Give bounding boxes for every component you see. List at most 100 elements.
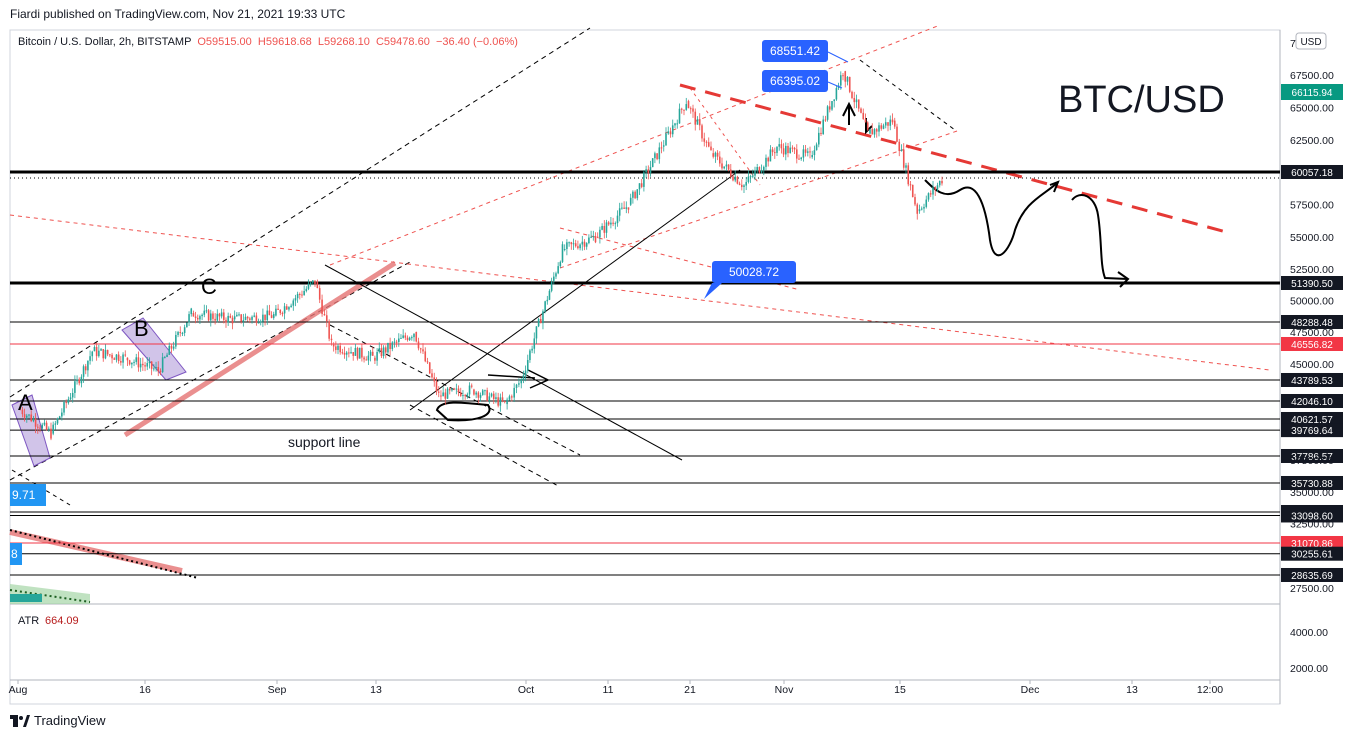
candle-body <box>522 375 525 380</box>
candle-body <box>128 360 131 365</box>
candle-body <box>301 294 303 296</box>
footer-brand[interactable]: TradingView <box>10 713 106 728</box>
candle-body <box>339 345 341 353</box>
candle-body <box>337 345 339 350</box>
candle-body <box>148 361 151 364</box>
price-tick-label: 45000.00 <box>1290 359 1334 371</box>
atr-tick-label: 4000.00 <box>1290 627 1328 639</box>
current-price-tag <box>1281 84 1343 100</box>
candle-body <box>732 176 734 181</box>
candle-body <box>186 322 188 328</box>
candle-body <box>277 308 279 310</box>
candle-body <box>730 169 732 177</box>
projection-path-1 <box>924 179 1059 257</box>
candle-body <box>50 428 52 439</box>
candle-body <box>508 396 511 400</box>
candle-body <box>462 395 464 397</box>
partial-left-tag <box>10 594 42 602</box>
candle-body <box>264 314 266 321</box>
level-price-tag <box>1281 508 1343 523</box>
candle-body <box>873 129 876 135</box>
candle-body <box>813 150 816 156</box>
candle-body <box>80 376 83 384</box>
candle-body <box>603 225 606 233</box>
candle-body <box>194 316 197 318</box>
candle-body <box>348 352 350 354</box>
candle-body <box>442 392 444 397</box>
candle-body <box>499 397 502 406</box>
candle-body <box>710 146 712 150</box>
candle-body <box>144 365 146 367</box>
candle-body <box>87 360 89 371</box>
candle-body <box>270 315 273 318</box>
level-price-tag <box>1281 336 1343 351</box>
time-tick-label: 21 <box>684 684 696 696</box>
candle-body <box>330 338 333 341</box>
candle-body <box>231 317 234 324</box>
candle-body <box>656 153 658 160</box>
candle-body <box>205 310 208 312</box>
candle-body <box>23 414 26 418</box>
candle-body <box>19 407 21 410</box>
candle-body <box>920 208 923 210</box>
level-price-label: 30255.61 <box>1291 550 1333 561</box>
currency-badge-box[interactable] <box>1295 32 1327 50</box>
price-tick-label: 35000.00 <box>1290 487 1334 499</box>
candle-body <box>475 392 477 395</box>
dotted-line-bottom <box>9 529 199 579</box>
candle-body <box>236 314 238 317</box>
candle-body <box>225 319 227 323</box>
symbol-info: Bitcoin / U.S. Dollar, 2h, BITSTAMP O595… <box>18 36 518 48</box>
candle-body <box>350 352 352 354</box>
price-tick-label: 57500.00 <box>1290 200 1334 212</box>
candle-body <box>524 370 527 376</box>
candle-body <box>305 288 308 291</box>
candle-body <box>842 75 844 77</box>
price-callout-box[interactable] <box>712 261 796 283</box>
level-price-label: 48288.48 <box>1291 318 1333 329</box>
candle-body <box>674 123 676 126</box>
candle-body <box>791 147 794 149</box>
price-callout-label: 68551.42 <box>770 44 820 58</box>
candle-body <box>495 397 497 400</box>
candle-body <box>793 147 796 150</box>
candle-body <box>290 305 292 308</box>
red-channel-upper <box>329 24 941 266</box>
candle-body <box>577 246 579 249</box>
level-price-label: 35730.88 <box>1291 479 1333 490</box>
level-price-label: 37786.57 <box>1291 452 1333 463</box>
candle-body <box>506 399 508 405</box>
candle-body <box>581 241 584 245</box>
level-price-tag <box>1281 275 1343 290</box>
candle-body <box>880 125 883 129</box>
candle-body <box>563 248 566 250</box>
level-price-tag <box>1281 314 1343 329</box>
candle-body <box>431 373 433 378</box>
candle-body <box>902 149 905 168</box>
candle-body <box>76 379 78 382</box>
candle-body <box>588 237 590 244</box>
candle-body <box>294 298 297 301</box>
partial-left-label: 9.71 <box>12 488 36 502</box>
candle-body <box>758 167 761 173</box>
candle-body <box>701 125 703 139</box>
price-callout-box[interactable] <box>762 40 828 62</box>
time-tick-label: Dec <box>1021 684 1040 696</box>
currency-badge[interactable]: USD <box>1300 37 1321 48</box>
price-callout-box[interactable] <box>762 70 828 92</box>
candle-body <box>484 390 486 392</box>
candle-body <box>146 363 149 367</box>
candle-body <box>822 119 824 135</box>
candle-body <box>714 152 717 157</box>
candle-body <box>159 370 162 373</box>
candle-body <box>736 176 739 184</box>
candle-body <box>780 144 783 149</box>
time-tick-label: 11 <box>603 684 614 696</box>
candle-body <box>207 310 210 321</box>
candle-body <box>84 366 87 371</box>
candle-body <box>253 315 256 317</box>
brand-name: TradingView <box>34 713 106 728</box>
candle-body <box>93 347 96 352</box>
candle-body <box>393 341 396 343</box>
